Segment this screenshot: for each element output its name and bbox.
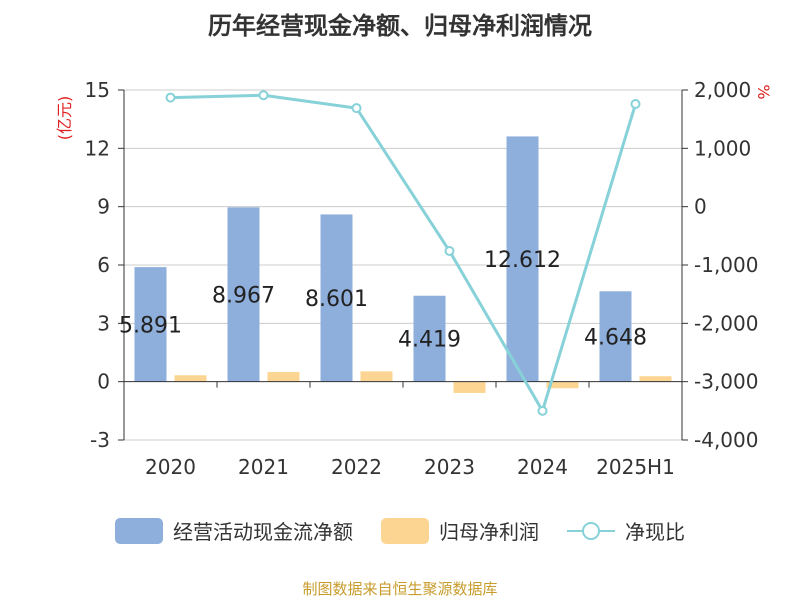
chart-title: 历年经营现金净额、归母净利润情况 (208, 12, 592, 40)
cash-flow-bar (134, 267, 167, 382)
data-labels: 5.891 8.967 8.601 4.419 12.612 4.648 (119, 248, 647, 353)
net-profit-bar (360, 371, 393, 382)
ratio-line-group (165, 90, 641, 416)
tick-labels: -3 0 3 6 9 12 15 -4,000 -3,000 -2,000 -1,000 0 1,000… (55, 78, 773, 479)
legend-item-profit[interactable]: 归母净利润 (381, 516, 539, 545)
cash-flow-data-label: 4.648 (584, 325, 647, 350)
legend-item-ratio[interactable]: 净现比 (567, 516, 685, 545)
legend-swatch-ratio (567, 521, 615, 540)
category-label: 2025H1 (596, 455, 675, 479)
left-tick-label: 0 (97, 370, 110, 394)
right-tick-label: 2,000 (694, 78, 751, 102)
ratio-point (258, 90, 269, 101)
left-axis-unit: (亿元) (55, 96, 74, 141)
cash-flow-data-label: 4.419 (398, 328, 461, 353)
cash-flow-data-label: 8.601 (305, 287, 368, 312)
left-tick-label: 15 (85, 78, 110, 102)
cash-flow-data-label: 5.891 (119, 313, 182, 338)
category-label: 2021 (238, 455, 289, 479)
cash-flow-bar (227, 207, 260, 382)
ratio-point (165, 92, 176, 103)
cash-flow-data-label: 12.612 (484, 248, 561, 273)
net-profit-bar (174, 375, 207, 382)
right-tick-label: 0 (694, 195, 707, 219)
right-tick-label: -4,000 (694, 428, 758, 452)
right-tick-label: -3,000 (694, 370, 758, 394)
legend-label-cash: 经营活动现金流净额 (173, 520, 353, 544)
ratio-line (170, 93, 637, 415)
cash-flow-bar (506, 136, 539, 382)
cash-flow-bar (599, 291, 632, 382)
cash-flow-data-label: 8.967 (212, 283, 275, 308)
right-axis-unit: % (754, 84, 773, 99)
net-profit-bar (546, 381, 579, 389)
net-profit-bar (267, 371, 300, 382)
category-label: 2020 (145, 455, 196, 479)
right-tick-label: -2,000 (694, 311, 758, 335)
right-tick-label: 1,000 (694, 136, 751, 160)
legend-swatch-profit (381, 517, 429, 544)
source-note: 制图数据来自恒生聚源数据库 (302, 580, 498, 598)
legend-label-profit: 归母净利润 (439, 520, 539, 544)
cash-flow-bar (413, 295, 446, 382)
left-tick-label: -3 (90, 428, 110, 452)
legend-item-cash[interactable]: 经营活动现金流净额 (115, 516, 353, 545)
legend-swatch-cash (115, 517, 163, 544)
ratio-point (537, 405, 548, 416)
legend-label-ratio: 净现比 (625, 520, 685, 544)
category-label: 2024 (517, 455, 568, 479)
net-profit-bar (639, 376, 672, 382)
left-tick-label: 3 (97, 311, 110, 335)
net-profit-bar (453, 381, 486, 393)
bars (134, 136, 672, 393)
grid-lines (124, 89, 682, 441)
left-tick-label: 6 (97, 253, 110, 277)
axes (118, 89, 688, 441)
left-tick-label: 12 (85, 136, 110, 160)
legend: 经营活动现金流净额 归母净利润 净现比 (0, 516, 800, 545)
right-tick-label: -1,000 (694, 253, 758, 277)
category-label: 2023 (424, 455, 475, 479)
cash-flow-bar (320, 214, 353, 382)
left-tick-label: 9 (97, 195, 110, 219)
category-label: 2022 (331, 455, 382, 479)
ratio-point (630, 99, 641, 109)
ratio-point (444, 246, 455, 256)
ratio-point (351, 103, 362, 114)
